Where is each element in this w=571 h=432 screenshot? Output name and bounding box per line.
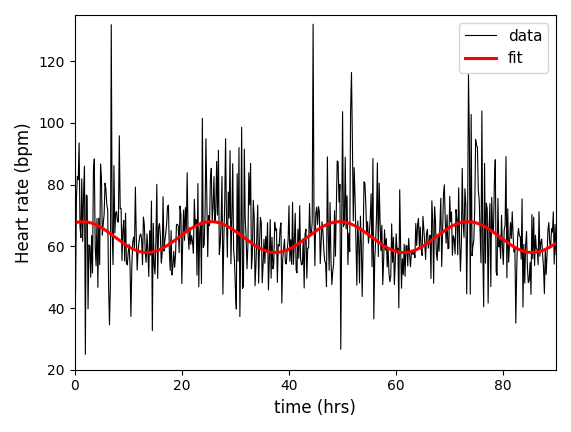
data — [364, 219, 371, 224]
fit — [553, 241, 560, 246]
Legend: data, fit: data, fit — [459, 22, 548, 73]
data — [502, 222, 509, 228]
data — [99, 232, 106, 238]
data — [553, 252, 560, 257]
fit — [439, 229, 446, 235]
fit — [143, 250, 150, 255]
X-axis label: time (hrs): time (hrs) — [275, 399, 356, 417]
Y-axis label: Heart rate (bpm): Heart rate (bpm) — [15, 122, 33, 263]
fit — [208, 219, 215, 224]
data — [488, 195, 495, 200]
fit — [364, 232, 371, 237]
fit — [502, 238, 509, 244]
fit — [98, 225, 105, 230]
Line: fit: fit — [75, 222, 556, 253]
Line: data: data — [75, 24, 556, 354]
fit — [413, 247, 420, 252]
data — [82, 352, 89, 357]
data — [71, 144, 78, 149]
data — [309, 22, 316, 27]
fit — [71, 220, 78, 226]
data — [413, 243, 420, 248]
data — [439, 230, 446, 235]
fit — [488, 229, 495, 234]
